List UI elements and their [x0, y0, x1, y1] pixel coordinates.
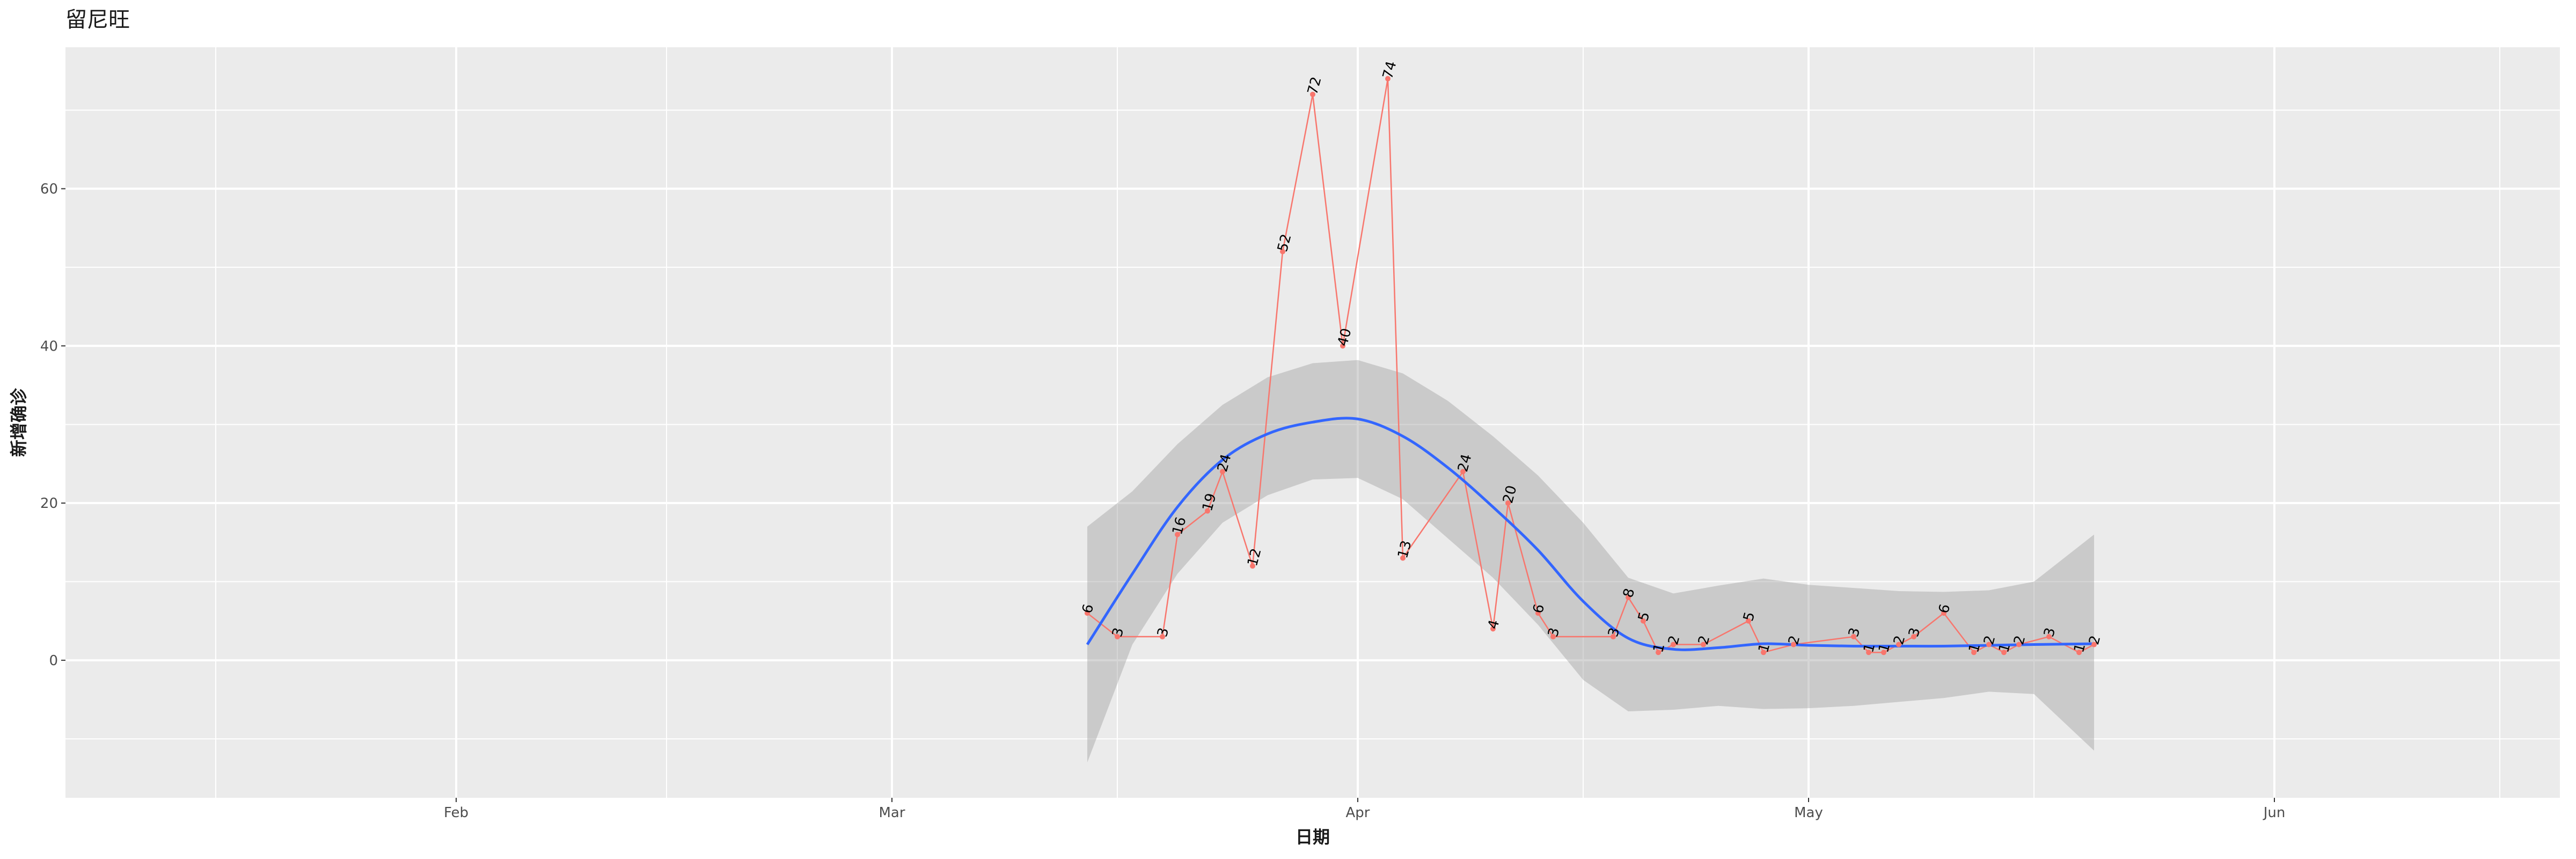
data-label: 4	[1485, 618, 1503, 631]
data-label: 2	[1785, 634, 1803, 647]
data-point	[1400, 555, 1406, 561]
data-label: 8	[1620, 587, 1638, 600]
data-point	[1761, 650, 1766, 656]
data-label: 1	[1650, 642, 1668, 654]
data-point	[1385, 76, 1391, 82]
data-label: 3	[1109, 626, 1127, 639]
data-point	[1535, 610, 1541, 616]
y-axis: 0 20 40 60	[40, 181, 65, 669]
data-label: 6	[1079, 602, 1097, 615]
data-point	[2001, 650, 2007, 656]
confidence-band	[1087, 360, 2094, 763]
x-tick-label: Feb	[444, 805, 469, 821]
data-label: 1	[1996, 642, 2014, 654]
data-point	[1085, 610, 1090, 616]
data-point	[2046, 634, 2052, 639]
data-points	[1085, 76, 2097, 656]
data-label: 1	[1861, 642, 1878, 654]
data-point	[1896, 642, 1901, 647]
data-point	[1851, 634, 1856, 639]
y-tick-label: 40	[40, 338, 58, 354]
major-grid	[65, 47, 2560, 798]
data-label: 3	[1846, 626, 1863, 639]
data-point	[2016, 642, 2022, 647]
data-point	[1550, 634, 1556, 639]
data-point	[2091, 642, 2097, 647]
data-label: 3	[1545, 626, 1563, 639]
y-axis-title: 新增确诊	[9, 388, 29, 457]
data-point	[1115, 634, 1120, 639]
data-point	[1641, 618, 1646, 624]
x-tick-label: Jun	[2263, 805, 2286, 821]
x-tick-label: Mar	[879, 805, 905, 821]
data-label: 2	[2086, 634, 2104, 647]
data-point	[1626, 594, 1631, 600]
data-point	[1220, 469, 1225, 475]
data-label: 1	[1876, 642, 1893, 654]
data-label: 6	[1530, 602, 1548, 615]
data-point	[1971, 650, 1977, 656]
data-label: 2	[1891, 634, 1908, 647]
data-label: 3	[2041, 626, 2059, 639]
data-point	[1160, 634, 1165, 639]
data-label: 6	[1936, 602, 1953, 615]
smooth-curve-path	[1086, 417, 2095, 651]
data-point	[1340, 343, 1345, 349]
data-label: 5	[1740, 610, 1758, 623]
chart-title: 留尼旺	[65, 8, 130, 32]
data-label: 2	[2011, 634, 2029, 647]
data-point	[1280, 249, 1285, 254]
data-point	[1175, 532, 1180, 537]
data-point	[1866, 650, 1871, 656]
data-label: 1	[2071, 642, 2089, 654]
y-tick-label: 60	[40, 181, 58, 197]
data-label: 3	[1154, 626, 1172, 639]
data-point	[2076, 650, 2082, 656]
data-label: 2	[1981, 634, 1999, 647]
minor-grid	[65, 47, 2560, 798]
x-tick-label: Apr	[1346, 805, 1370, 821]
data-point	[1941, 610, 1946, 616]
data-label: 1	[1755, 642, 1773, 654]
data-label: 3	[1906, 626, 1923, 639]
data-label: 3	[1605, 626, 1623, 639]
data-point	[1881, 650, 1886, 656]
data-point	[1671, 642, 1676, 647]
data-point	[1746, 618, 1751, 624]
data-point	[1611, 634, 1616, 639]
y-tick-label: 20	[40, 496, 58, 512]
smooth-curve	[1086, 417, 2095, 651]
x-axis-title: 日期	[1296, 827, 1330, 847]
data-point	[1460, 469, 1466, 475]
confidence-band-area	[1087, 360, 2094, 763]
data-point	[1505, 500, 1511, 506]
data-label: 2	[1665, 634, 1683, 647]
data-label: 2	[1695, 634, 1713, 647]
data-point	[1656, 650, 1661, 656]
data-point	[1986, 642, 1992, 647]
data-point	[1205, 508, 1210, 514]
x-axis: Feb Mar Apr May Jun	[444, 798, 2285, 821]
data-point	[1310, 91, 1315, 97]
data-point	[1701, 642, 1706, 647]
data-point	[1250, 563, 1255, 569]
y-tick-label: 0	[49, 653, 58, 669]
data-label: 5	[1635, 610, 1653, 623]
x-tick-label: May	[1794, 805, 1823, 821]
data-label: 1	[1966, 642, 1984, 654]
data-point	[1791, 642, 1796, 647]
data-point	[1490, 626, 1496, 632]
data-point	[1911, 634, 1916, 639]
